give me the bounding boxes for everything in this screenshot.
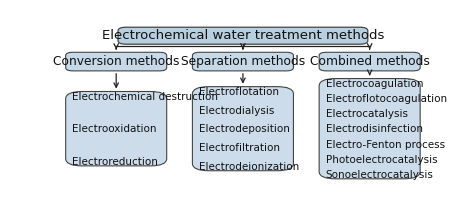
Text: Electrodisinfection: Electrodisinfection xyxy=(326,125,423,134)
FancyBboxPatch shape xyxy=(319,79,420,179)
FancyBboxPatch shape xyxy=(319,52,420,71)
Text: Electrocoagulation: Electrocoagulation xyxy=(326,79,423,89)
Text: Electroflotocoagulation: Electroflotocoagulation xyxy=(326,94,447,104)
FancyBboxPatch shape xyxy=(66,52,167,71)
Text: Photoelectrocatalysis: Photoelectrocatalysis xyxy=(326,155,438,165)
FancyBboxPatch shape xyxy=(118,27,368,44)
Text: Electrochemical water treatment methods: Electrochemical water treatment methods xyxy=(102,29,384,42)
Text: Electroflotation: Electroflotation xyxy=(199,87,279,97)
Text: Combined methods: Combined methods xyxy=(310,55,429,68)
Text: Electrooxidation: Electrooxidation xyxy=(73,125,157,134)
Text: Separation methods: Separation methods xyxy=(181,55,305,68)
Text: Sonoelectrocatalysis: Sonoelectrocatalysis xyxy=(326,170,434,180)
Text: Electrodeionization: Electrodeionization xyxy=(199,162,299,172)
Text: Electro-Fenton process: Electro-Fenton process xyxy=(326,140,445,150)
Text: Conversion methods: Conversion methods xyxy=(53,55,180,68)
Text: Electrochemical destruction: Electrochemical destruction xyxy=(73,92,219,102)
Text: Electrofiltration: Electrofiltration xyxy=(199,143,280,153)
Text: Electrodialysis: Electrodialysis xyxy=(199,106,274,116)
Text: Electroreduction: Electroreduction xyxy=(73,157,158,167)
Text: Electrocatalysis: Electrocatalysis xyxy=(326,109,408,119)
FancyBboxPatch shape xyxy=(66,92,167,166)
FancyBboxPatch shape xyxy=(192,87,293,171)
Text: Electrodeposition: Electrodeposition xyxy=(199,125,290,134)
FancyBboxPatch shape xyxy=(192,52,293,71)
